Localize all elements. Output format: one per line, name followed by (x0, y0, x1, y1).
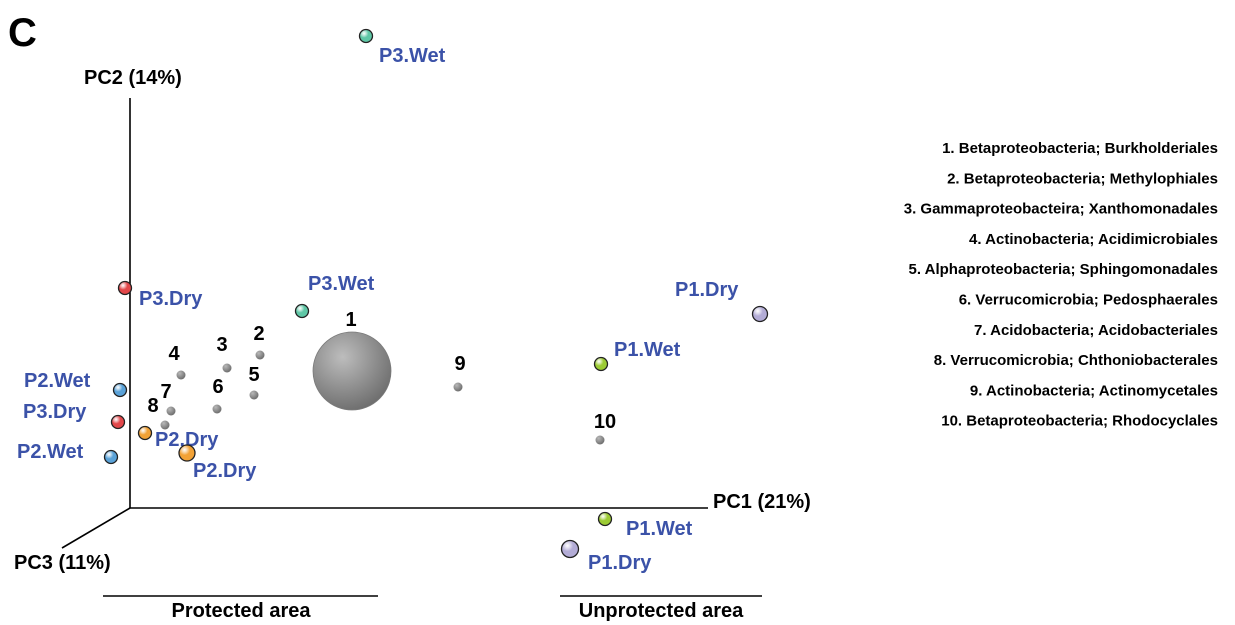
taxon-6-number: 6 (212, 376, 223, 398)
sample-label-p1-wet: P1.Wet (614, 339, 681, 361)
taxon-5-number: 5 (248, 364, 259, 386)
taxon-1-number: 1 (345, 309, 356, 331)
legend-item-2: 2. Betaproteobacteria; Methylophiales (947, 170, 1218, 187)
taxon-9-number: 9 (454, 353, 465, 375)
taxon-3-number: 3 (216, 334, 227, 356)
taxon-6-marker (212, 404, 222, 414)
pc3-axis-label: PC3 (11%) (14, 552, 111, 574)
sample-marker-p1-wet (597, 511, 613, 527)
sample-marker-p2-dry (178, 444, 196, 462)
sample-marker-p2-wet (103, 449, 119, 465)
samples-layer: P3.Wet P3.Wet P3.Dry P3.Dry P2.Wet P2.Wet P2.D… (17, 28, 769, 574)
protected-area-label: Protected area (172, 600, 312, 622)
legend-item-1: 1. Betaproteobacteria; Burkholderiales (942, 140, 1218, 157)
taxon-7-number: 7 (160, 381, 171, 403)
sample-label-p3-wet: P3.Wet (379, 45, 446, 67)
legend-item-10: 10. Betaproteobacteria; Rhodocyclales (941, 413, 1218, 430)
sample-marker-p2-dry (137, 425, 153, 441)
legend-item-6: 6. Verrucomicrobia; Pedosphaerales (959, 292, 1218, 309)
sample-marker-p1-wet (593, 356, 609, 372)
legend-item-5: 5. Alphaproteobacteria; Sphingomonadales (909, 261, 1219, 278)
taxon-10-number: 10 (594, 411, 616, 433)
sample-marker-p1-dry (560, 539, 580, 559)
sample-marker-p2-wet (112, 382, 128, 398)
taxon-4-number: 4 (168, 343, 180, 365)
legend-item-3: 3. Gammaproteobacteira; Xanthomonadales (904, 201, 1218, 218)
pc2-axis-label: PC2 (14%) (84, 67, 182, 89)
taxon-8-number: 8 (147, 395, 158, 417)
legend-item-9: 9. Actinobacteria; Actinomycetales (970, 382, 1218, 399)
sample-label-p2-dry: P2.Dry (193, 460, 257, 482)
sample-marker-p3-dry (117, 280, 133, 296)
taxon-1-marker (312, 331, 392, 411)
taxon-8-marker (160, 420, 170, 430)
sample-label-p3-wet: P3.Wet (308, 273, 375, 295)
taxon-5-marker (249, 390, 259, 400)
legend-item-8: 8. Verrucomicrobia; Chthoniobacterales (934, 352, 1218, 369)
sample-label-p2-wet: P2.Wet (24, 370, 91, 392)
panel-letter: C (8, 11, 37, 55)
legend: 1. Betaproteobacteria; Burkholderiales 2.… (904, 140, 1218, 430)
sample-label-p1-dry: P1.Dry (588, 552, 652, 574)
taxon-2-marker (255, 350, 265, 360)
axes: PC2 (14%) PC1 (21%) PC3 (11%) (14, 67, 811, 574)
sample-label-p1-dry: P1.Dry (675, 279, 739, 301)
sample-label-p2-wet: P2.Wet (17, 441, 84, 463)
sample-label-p1-wet: P1.Wet (626, 518, 693, 540)
sample-marker-p3-wet (294, 303, 310, 319)
taxon-7-marker (166, 406, 176, 416)
taxon-3-marker (222, 363, 232, 373)
legend-item-4: 4. Actinobacteria; Acidimicrobiales (969, 231, 1218, 248)
pc3-axis-line (61, 507, 131, 549)
pc1-axis-label: PC1 (21%) (713, 491, 811, 513)
sample-marker-p3-wet (358, 28, 374, 44)
sample-label-p2-dry: P2.Dry (155, 429, 219, 451)
sample-marker-p3-dry (110, 414, 126, 430)
sample-marker-p1-dry (751, 305, 769, 323)
taxon-2-number: 2 (253, 323, 264, 345)
taxon-9-marker (453, 382, 463, 392)
taxa-layer: 1 2 3 4 5 6 78 9 10 (147, 309, 616, 445)
sample-label-p3-dry: P3.Dry (139, 288, 203, 310)
area-groups: Protected area Unprotected area (103, 595, 762, 622)
taxon-4-marker (176, 370, 186, 380)
legend-item-7: 7. Acidobacteria; Acidobacteriales (974, 322, 1218, 339)
taxon-10-marker (595, 435, 605, 445)
unprotected-area-label: Unprotected area (579, 600, 744, 622)
sample-label-p3-dry: P3.Dry (23, 401, 87, 423)
